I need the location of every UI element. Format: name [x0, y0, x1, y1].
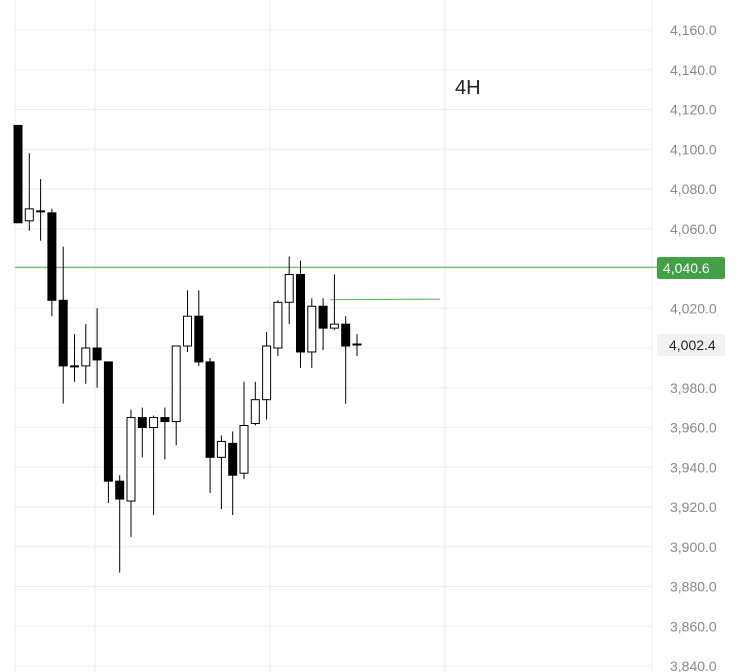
candle-body-down [205, 361, 215, 458]
price-tick-label: 3,920.0 [670, 499, 717, 515]
candle-body-down [318, 305, 328, 329]
candle [284, 256, 294, 325]
candle-body-down [160, 417, 170, 423]
price-tick-label: 3,880.0 [670, 579, 717, 595]
last-price-badge [657, 334, 725, 356]
price-tick-label: 4,120.0 [670, 102, 717, 118]
candle [92, 308, 102, 388]
last-price-label: 4,002.4 [669, 337, 716, 353]
candle [24, 153, 34, 231]
grid [14, 0, 653, 672]
candle [352, 334, 362, 356]
price-tick-label: 3,960.0 [670, 420, 717, 436]
candle [250, 381, 260, 426]
candle-body-up [284, 273, 294, 303]
candle [103, 361, 113, 504]
level-price-label: 4,040.6 [663, 260, 710, 276]
candle-body-up [216, 440, 226, 458]
candle [318, 298, 328, 350]
candle [239, 381, 249, 480]
candle [341, 316, 351, 404]
price-tick-label: 3,860.0 [670, 618, 717, 634]
price-tick-label: 4,160.0 [670, 22, 717, 38]
candle [126, 409, 136, 537]
candle-body-up [81, 347, 91, 367]
candle-body-up [149, 417, 159, 428]
candle [137, 407, 147, 458]
candle [47, 208, 57, 317]
candle-body-up [239, 425, 249, 474]
price-tick-label: 4,100.0 [670, 141, 717, 157]
candle-body-up [183, 315, 192, 347]
candle-body-up [250, 399, 260, 425]
candle-body-down [103, 361, 113, 482]
candle [13, 124, 23, 224]
candle [183, 290, 192, 352]
candles [13, 124, 362, 573]
candle [307, 298, 317, 368]
candle-body-up [24, 208, 34, 222]
price-tick-label: 3,840.0 [670, 658, 717, 672]
candle [273, 300, 283, 356]
candle-body-down [194, 315, 204, 363]
candle-body-down [115, 480, 125, 500]
candle-body-up [273, 301, 283, 349]
candle-body-up [126, 417, 136, 502]
candle [228, 431, 238, 515]
candle-body-down [58, 299, 68, 367]
candle-body-up [171, 345, 181, 423]
candle-body-down [47, 212, 57, 301]
candle-body-up [352, 343, 362, 346]
price-tick-label: 4,080.0 [670, 181, 717, 197]
candle [70, 334, 79, 382]
candle-body-up [307, 305, 317, 353]
candle [115, 475, 125, 573]
candle [205, 357, 215, 494]
candle-body-up [329, 323, 339, 329]
candle-body-down [296, 273, 305, 353]
candle [216, 435, 226, 509]
level-price-badge [657, 257, 725, 279]
candle-body-down [228, 442, 238, 476]
candle [149, 415, 159, 515]
price-tick-label: 4,020.0 [670, 300, 717, 316]
candle [36, 179, 46, 241]
candle-body-down [341, 323, 351, 347]
price-tags: 4,040.6 4,002.4 [657, 257, 725, 356]
candle [81, 324, 91, 384]
candle [296, 260, 305, 368]
level-lines [15, 266, 657, 301]
candle-body-down [13, 124, 23, 224]
price-tick-label: 4,140.0 [670, 62, 717, 78]
candle [171, 345, 181, 446]
candle-body-up [70, 365, 79, 368]
candle [58, 246, 68, 404]
price-tick-label: 3,940.0 [670, 459, 717, 475]
price-tick-label: 4,060.0 [670, 221, 717, 237]
candle [160, 407, 170, 460]
candle [329, 274, 339, 331]
candle [262, 332, 272, 420]
candle-body-up [262, 345, 272, 401]
candle-body-up [36, 210, 46, 213]
trend-segment[interactable] [330, 298, 441, 301]
price-axis[interactable]: 4,160.0 4,140.0 4,120.0 4,100.0 4,080.0 4,060… [670, 22, 717, 672]
timeframe-label: 4H [455, 77, 481, 99]
price-tick-label: 3,900.0 [670, 539, 717, 555]
price-tick-label: 3,980.0 [670, 380, 717, 396]
candle [194, 290, 204, 366]
candle-body-down [137, 417, 147, 428]
candle-body-down [92, 347, 102, 361]
